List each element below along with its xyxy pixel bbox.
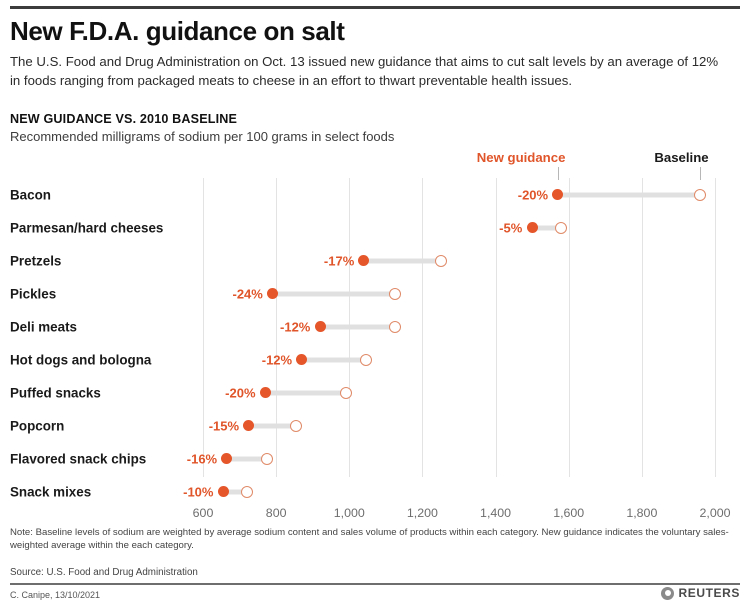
row-connector [248, 423, 297, 428]
chart-row[interactable]: Snack mixes -10% [0, 475, 750, 508]
row-change-label: -5% [499, 220, 523, 235]
baseline-marker[interactable] [240, 485, 253, 498]
chart-kicker: NEW GUIDANCE VS. 2010 BASELINE [10, 112, 238, 126]
row-change-label: -16% [186, 451, 218, 466]
row-category-label: Deli meats [10, 319, 77, 334]
row-category-label: Bacon [10, 187, 51, 202]
baseline-marker[interactable] [359, 353, 372, 366]
new-guidance-marker[interactable] [314, 321, 326, 332]
row-change-label: -15% [208, 418, 240, 433]
row-category-label: Parmesan/hard cheeses [10, 220, 164, 235]
row-connector [223, 489, 247, 494]
x-axis-tick-label: 1,000 [333, 506, 365, 520]
baseline-marker[interactable] [389, 287, 401, 300]
reuters-globe-icon [661, 586, 675, 600]
reuters-wordmark: REUTERS [678, 586, 740, 600]
row-category-label: Puffed snacks [10, 385, 101, 400]
new-guidance-marker[interactable] [217, 486, 229, 497]
x-axis-tick-label: 600 [192, 506, 214, 520]
byline: C. Canipe, 13/10/2021 [10, 590, 101, 600]
gridline [422, 178, 424, 477]
dumbbell-chart: Bacon -20% Parmesan/hard cheeses -5% Pretzel… [0, 150, 750, 520]
row-category-label: Hot dogs and bologna [10, 352, 152, 367]
footer-divider [10, 583, 740, 585]
baseline-marker[interactable] [389, 320, 401, 333]
chart-row[interactable]: Deli meats -12% [0, 310, 750, 343]
x-axis-tick-label: 1,800 [626, 506, 658, 520]
chart-subkicker: Recommended milligrams of sodium per 100… [10, 129, 395, 144]
x-axis-tick-label: 1,200 [406, 506, 438, 520]
gridline [203, 178, 204, 477]
row-change-label: -12% [261, 352, 293, 367]
legend-label-baseline: Baseline [654, 150, 709, 165]
row-change-label: -24% [232, 286, 263, 301]
new-guidance-marker[interactable] [296, 354, 308, 365]
row-change-label: -20% [225, 385, 256, 400]
chart-row[interactable]: Flavored snack chips -16% [0, 442, 750, 475]
row-change-label: -20% [517, 187, 549, 202]
row-connector [226, 456, 267, 461]
gridline [276, 178, 278, 477]
new-guidance-marker[interactable] [243, 420, 255, 431]
row-change-label: -10% [183, 484, 214, 499]
x-axis: 600 800 1,000 1,200 1,400 1,600 1,800 2,000 [0, 506, 750, 526]
legend-label-new-guidance: New guidance [476, 150, 566, 165]
row-connector [532, 225, 562, 230]
row-category-label: Flavored snack chips [10, 451, 147, 466]
baseline-marker[interactable] [261, 452, 273, 465]
row-connector [265, 390, 346, 395]
x-axis-tick-label: 2,000 [699, 506, 731, 520]
new-guidance-marker[interactable] [259, 387, 271, 398]
chart-row[interactable]: Popcorn -15% [0, 409, 750, 442]
row-connector [301, 357, 366, 362]
legend-leader-line [700, 167, 702, 180]
baseline-marker[interactable] [694, 188, 707, 201]
row-connector [363, 258, 441, 263]
x-axis-tick-label: 1,600 [553, 506, 585, 520]
chart-row[interactable]: Hot dogs and bologna -12% [0, 343, 750, 376]
top-divider [10, 6, 740, 9]
chart-row[interactable]: Bacon -20% [0, 178, 750, 211]
row-category-label: Pretzels [10, 253, 62, 268]
row-change-label: -12% [280, 319, 311, 334]
row-connector [272, 291, 395, 296]
row-category-label: Pickles [10, 286, 57, 301]
gridline [495, 178, 497, 477]
x-axis-tick-label: 1,400 [480, 506, 512, 520]
chart-row[interactable]: Parmesan/hard cheeses -5% [0, 211, 750, 244]
new-guidance-marker[interactable] [552, 189, 564, 200]
row-change-label: -17% [323, 253, 355, 268]
row-connector [557, 192, 701, 197]
gridline [641, 178, 643, 477]
row-connector [320, 324, 395, 329]
footnote: Note: Baseline levels of sodium are weig… [10, 527, 729, 551]
gridline [715, 178, 716, 477]
x-axis-tick-label: 800 [265, 506, 287, 520]
gridline [568, 178, 570, 477]
row-category-label: Popcorn [10, 418, 65, 433]
reuters-logo: REUTERS [661, 586, 740, 600]
standfirst-text: The U.S. Food and Drug Administration on… [10, 54, 719, 88]
chart-row[interactable]: Pickles -24% [0, 277, 750, 310]
chart-row[interactable]: Puffed snacks -20% [0, 376, 750, 409]
new-guidance-marker[interactable] [266, 288, 278, 299]
new-guidance-marker[interactable] [221, 453, 233, 464]
legend-leader-line [557, 167, 559, 180]
new-guidance-marker[interactable] [358, 255, 370, 266]
page-title: New F.D.A. guidance on salt [10, 16, 345, 46]
chart-row[interactable]: Pretzels -17% [0, 244, 750, 277]
baseline-marker[interactable] [339, 386, 352, 399]
baseline-marker[interactable] [434, 254, 447, 267]
new-guidance-marker[interactable] [526, 222, 538, 233]
baseline-marker[interactable] [555, 221, 568, 234]
source-line: Source: U.S. Food and Drug Administratio… [10, 567, 198, 578]
baseline-marker[interactable] [290, 419, 303, 432]
row-category-label: Snack mixes [10, 484, 92, 499]
